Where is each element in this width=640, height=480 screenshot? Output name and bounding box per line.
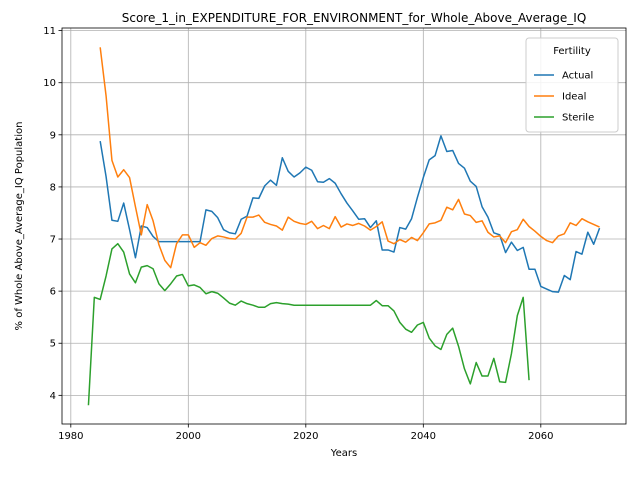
x-tick-label: 2000 (176, 431, 201, 442)
x-tick-label: 2020 (293, 431, 318, 442)
y-tick-label: 4 (50, 391, 56, 402)
legend-label-actual: Actual (562, 71, 593, 82)
x-tick-label: 1980 (58, 431, 83, 442)
legend-title: Fertility (553, 46, 591, 57)
legend: Fertility Actual Ideal Sterile (525, 37, 619, 133)
series-lines (87, 47, 601, 406)
x-axis-title: Years (330, 448, 357, 459)
legend-entries: Actual Ideal Sterile (534, 71, 594, 124)
y-tick-label: 6 (50, 287, 56, 298)
legend-label-sterile: Sterile (562, 113, 594, 124)
legend-box (525, 37, 619, 133)
y-tick-label: 11 (43, 26, 56, 37)
x-tick-label: 2060 (528, 431, 553, 442)
legend-label-ideal: Ideal (562, 92, 586, 103)
y-tick-label: 10 (43, 78, 56, 89)
y-axis-title: % of Whole Above_Average_IQ Population (14, 122, 25, 331)
y-tick-label: 5 (50, 339, 56, 350)
plot-frame (61, 27, 627, 425)
y-tick-label: 8 (50, 182, 56, 193)
series-line-ideal (99, 47, 600, 269)
series-line-sterile (87, 242, 530, 406)
x-tick-label: 2040 (411, 431, 436, 442)
chart-title: Score_1_in_EXPENDITURE_FOR_ENVIRONMENT_f… (122, 11, 587, 25)
series-line-actual (99, 135, 601, 293)
y-tick-label: 9 (50, 130, 56, 141)
y-tick-label: 7 (50, 235, 56, 246)
axis-ticks: 1980 2000 2020 2040 2060 4 5 6 7 8 9 10 11 (43, 26, 553, 442)
